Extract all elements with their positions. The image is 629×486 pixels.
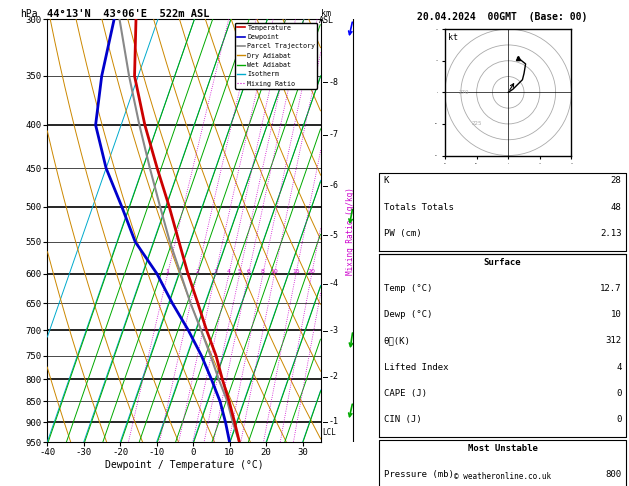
Text: 10: 10 [611, 310, 621, 319]
Text: -6: -6 [329, 181, 339, 190]
Text: Most Unstable: Most Unstable [467, 444, 538, 453]
Text: Pressure (mb): Pressure (mb) [384, 470, 454, 479]
Text: Temp (°C): Temp (°C) [384, 284, 432, 293]
Text: Mixing Ratio (g/kg): Mixing Ratio (g/kg) [346, 187, 355, 275]
Text: -3: -3 [329, 326, 339, 335]
Text: 2: 2 [195, 269, 199, 274]
Text: 4: 4 [616, 363, 621, 372]
Text: -1: -1 [329, 417, 339, 426]
Text: 4: 4 [227, 269, 231, 274]
Text: 28: 28 [611, 176, 621, 186]
Text: 48: 48 [611, 203, 621, 212]
Text: © weatheronline.co.uk: © weatheronline.co.uk [454, 472, 551, 481]
Text: 312: 312 [605, 336, 621, 346]
Text: 12.7: 12.7 [600, 284, 621, 293]
X-axis label: Dewpoint / Temperature (°C): Dewpoint / Temperature (°C) [104, 460, 264, 469]
Text: 225: 225 [472, 121, 482, 126]
Text: Lifted Index: Lifted Index [384, 363, 448, 372]
Text: Surface: Surface [484, 258, 521, 267]
Text: LCL: LCL [322, 428, 336, 437]
Text: 10: 10 [270, 269, 279, 274]
Text: 0: 0 [616, 389, 621, 398]
Text: 20: 20 [308, 269, 316, 274]
Text: 44°13'N  43°06'E  522m ASL: 44°13'N 43°06'E 522m ASL [47, 9, 209, 18]
Text: 5: 5 [238, 269, 242, 274]
Text: 3: 3 [213, 269, 218, 274]
Legend: Temperature, Dewpoint, Parcel Trajectory, Dry Adiabat, Wet Adiabat, Isotherm, Mi: Temperature, Dewpoint, Parcel Trajectory… [235, 23, 318, 89]
Text: 15: 15 [292, 269, 300, 274]
Text: 8: 8 [261, 269, 265, 274]
Text: 1: 1 [165, 269, 170, 274]
Text: ASL: ASL [319, 16, 333, 25]
Text: PW (cm): PW (cm) [384, 229, 421, 238]
Text: CAPE (J): CAPE (J) [384, 389, 426, 398]
Text: Totals Totals: Totals Totals [384, 203, 454, 212]
Text: kt: kt [448, 33, 457, 42]
Text: -4: -4 [329, 279, 339, 288]
Text: -5: -5 [329, 231, 339, 240]
Text: hPa: hPa [19, 9, 38, 19]
Text: CIN (J): CIN (J) [384, 415, 421, 424]
Text: -2: -2 [329, 372, 339, 382]
Text: km: km [321, 9, 331, 17]
Text: θᴇ(K): θᴇ(K) [384, 336, 411, 346]
Text: 270: 270 [459, 90, 469, 95]
Text: 2.13: 2.13 [600, 229, 621, 238]
Text: 6: 6 [247, 269, 250, 274]
Text: Dewp (°C): Dewp (°C) [384, 310, 432, 319]
Text: -7: -7 [329, 130, 339, 139]
Text: 0: 0 [616, 415, 621, 424]
Text: 800: 800 [605, 470, 621, 479]
Text: 20.04.2024  00GMT  (Base: 00): 20.04.2024 00GMT (Base: 00) [418, 12, 587, 22]
Text: -8: -8 [329, 78, 339, 87]
Text: K: K [384, 176, 389, 186]
